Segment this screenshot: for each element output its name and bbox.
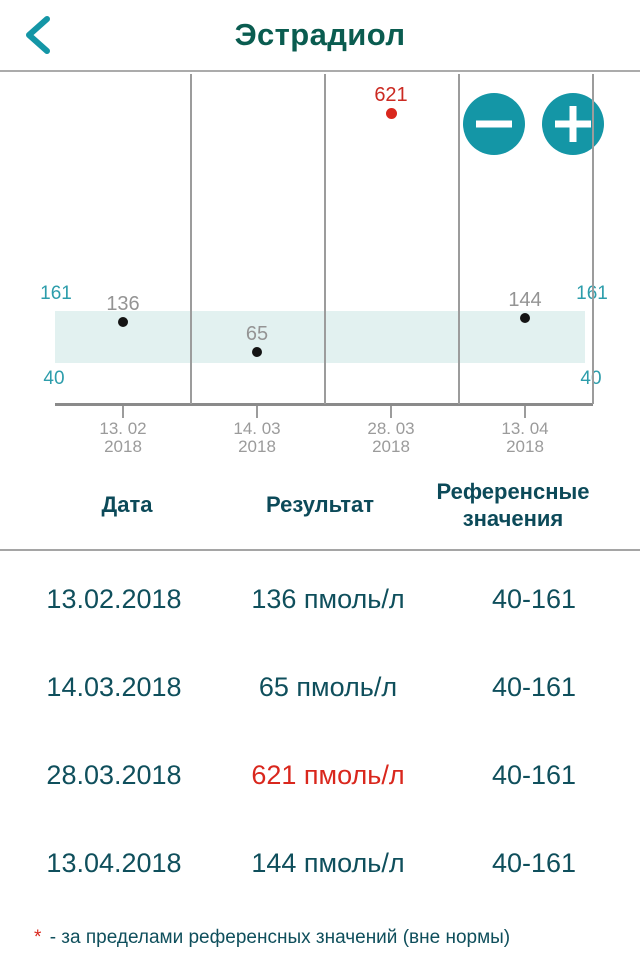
data-point-value: 65 xyxy=(245,323,269,346)
x-axis-date-label: 13. 04 2018 xyxy=(501,419,549,456)
column-header-reference: Референсные значения xyxy=(436,478,590,531)
cell-date: 13.02.2018 xyxy=(46,583,182,614)
cell-date: 28.03.2018 xyxy=(46,759,182,790)
reference-range-band xyxy=(55,311,585,363)
cell-reference: 40-161 xyxy=(491,847,577,878)
zoom-out-button[interactable] xyxy=(463,93,525,155)
cell-date: 14.03.2018 xyxy=(46,671,182,702)
x-axis-tick xyxy=(390,406,392,418)
minus-icon xyxy=(476,120,512,128)
reference-low-label-right: 40 xyxy=(580,368,602,389)
table-row: 13.02.2018 136 пмоль/л 40-161 xyxy=(0,555,640,643)
x-axis-tick xyxy=(524,406,526,418)
cell-result: 621 пмоль/л xyxy=(251,759,405,790)
cell-date: 13.04.2018 xyxy=(46,847,182,878)
footnote: * - за пределами референсных значений (в… xyxy=(0,907,640,949)
table-row: 28.03.2018 621 пмоль/л 40-161 xyxy=(0,731,640,819)
reference-high-label-left: 161 xyxy=(40,283,72,304)
column-header-result: Результат xyxy=(265,492,375,517)
x-axis xyxy=(55,403,593,406)
footnote-text: - за пределами референсных значений (вне… xyxy=(49,927,511,948)
back-button[interactable] xyxy=(14,10,62,60)
cell-reference: 40-161 xyxy=(491,671,577,702)
gridline xyxy=(324,74,326,404)
data-point[interactable] xyxy=(252,347,262,358)
top-bar: Эстрадиол xyxy=(0,0,640,72)
x-axis-date-label: 13. 02 2018 xyxy=(99,419,147,456)
table-header-row: Дата Результат Референсные значения xyxy=(0,460,640,549)
cell-result: 136 пмоль/л xyxy=(251,583,405,614)
x-axis-date-label: 14. 03 2018 xyxy=(233,419,281,456)
data-point-value: 621 xyxy=(374,84,408,107)
reference-high-label-right: 161 xyxy=(566,283,618,305)
data-point-value: 136 xyxy=(106,292,140,315)
x-axis-tick xyxy=(256,406,258,418)
x-axis-date-label: 28. 03 2018 xyxy=(367,419,415,456)
cell-reference: 40-161 xyxy=(491,583,577,614)
table-row: 13.04.2018 144 пмоль/л 40-161 xyxy=(0,819,640,907)
table-header-divider xyxy=(0,549,640,551)
data-point[interactable] xyxy=(386,108,397,120)
x-axis-tick xyxy=(122,406,124,418)
gridline xyxy=(190,74,192,404)
chevron-left-icon xyxy=(26,16,50,54)
zoom-in-button[interactable] xyxy=(542,93,604,155)
cell-result: 144 пмоль/л xyxy=(251,847,405,878)
column-header-date: Дата xyxy=(101,492,153,517)
results-table: Дата Результат Референсные значения 13.0… xyxy=(0,460,640,907)
gridline xyxy=(592,74,594,404)
out-of-range-marker: * xyxy=(34,927,42,948)
page-title: Эстрадиол xyxy=(234,17,406,52)
gridline xyxy=(458,74,460,404)
data-point[interactable] xyxy=(520,313,530,324)
data-point[interactable] xyxy=(118,316,128,327)
cell-result: 65 пмоль/л xyxy=(258,671,398,702)
data-point-value: 144 xyxy=(508,289,542,312)
table-body: 13.02.2018 136 пмоль/л 40-161 14.03.2018 65 … xyxy=(0,551,640,907)
table-row: 14.03.2018 65 пмоль/л 40-161 xyxy=(0,643,640,731)
reference-low-label-left: 40 xyxy=(43,368,65,389)
cell-reference: 40-161 xyxy=(491,759,577,790)
